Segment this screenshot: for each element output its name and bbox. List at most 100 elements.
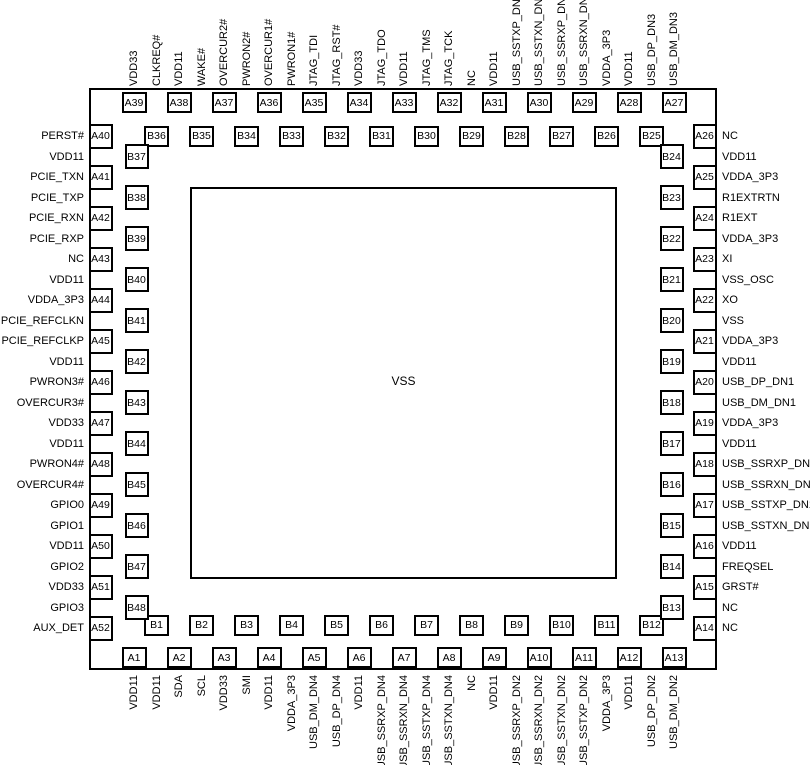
pin-B2: B2	[189, 614, 214, 636]
pin-B34: B34	[234, 125, 259, 147]
pin-number: B34	[237, 130, 256, 142]
pin-label-B48: GPIO3	[50, 601, 84, 614]
pin-label-B25: USB_DP_DN3	[645, 13, 658, 86]
pin-number: A9	[487, 651, 501, 664]
pin-label-B22: VDDA_3P3	[722, 232, 779, 245]
pin-label-B10: USB_SSTXN_DN2	[555, 675, 568, 765]
pin-number: B1	[150, 619, 163, 631]
pin-number: B23	[662, 191, 681, 204]
pin-number: A32	[439, 96, 459, 109]
pin-A14: A14	[692, 615, 717, 641]
pin-label-B34: PWRON2#	[240, 31, 253, 86]
pin-A17: A17	[692, 492, 717, 518]
pin-number: A51	[91, 581, 110, 593]
pin-A13: A13	[661, 647, 687, 668]
pin-B10: B10	[549, 614, 574, 636]
pin-B7: B7	[414, 614, 439, 636]
pin-B20: B20	[659, 308, 684, 333]
pin-label-A35: JTAG_TDI	[308, 34, 320, 86]
pin-A10: A10	[526, 647, 552, 668]
pin-label-A12: VDD11	[623, 675, 635, 710]
pin-A46: A46	[88, 369, 113, 395]
pin-number: A41	[91, 171, 110, 183]
pin-number: A37	[214, 96, 234, 109]
pin-label-A26: NC	[722, 130, 738, 142]
pin-B37: B37	[124, 144, 149, 169]
pin-B33: B33	[279, 125, 304, 147]
pin-A6: A6	[346, 647, 372, 668]
pin-A39: A39	[121, 92, 147, 113]
pin-B13: B13	[659, 595, 684, 620]
pin-label-A1: VDD11	[128, 675, 140, 710]
pin-label-A20: USB_DP_DN1	[722, 376, 795, 388]
pin-B44: B44	[124, 431, 149, 456]
pin-label-B5: USB_DP_DN4	[330, 675, 343, 748]
pin-number: B11	[597, 619, 616, 631]
pin-number: A1	[127, 651, 141, 664]
pin-label-B14: FREQSEL	[722, 560, 774, 573]
pin-number: B32	[327, 130, 346, 142]
pin-label-B42: VDD11	[49, 355, 84, 368]
pin-A38: A38	[166, 92, 192, 113]
pin-number: A2	[172, 651, 186, 664]
pin-number: A36	[259, 96, 279, 109]
pin-number: B48	[127, 601, 146, 614]
pin-label-B3: SMI	[240, 675, 253, 695]
pin-label-A42: PCIE_RXN	[28, 212, 84, 224]
pin-number: A21	[695, 335, 714, 347]
pin-label-A30: USB_SSTXN_DN3	[533, 0, 545, 86]
pin-label-B6: USB_SSRXP_DN4	[375, 675, 388, 765]
pin-A24: A24	[692, 205, 717, 231]
pin-B17: B17	[659, 431, 684, 456]
pin-B36: B36	[144, 125, 169, 147]
pin-B16: B16	[659, 472, 684, 497]
pin-label-A8: USB_SSTXN_DN4	[443, 675, 455, 765]
pin-label-A25: VDDA_3P3	[722, 171, 779, 183]
pin-label-A9: VDD11	[488, 675, 500, 710]
pin-number: A46	[91, 376, 110, 388]
pin-number: B24	[662, 150, 681, 163]
pin-number: B33	[282, 130, 301, 142]
pin-number: B21	[662, 273, 681, 286]
pin-B29: B29	[459, 125, 484, 147]
pin-number: A16	[695, 540, 714, 552]
pin-label-B1: VDD11	[150, 675, 163, 710]
pin-label-B27: USB_SSRXP_DN3	[555, 0, 568, 86]
pin-A49: A49	[88, 492, 113, 518]
pin-label-B21: VSS_OSC	[722, 273, 774, 286]
pin-A43: A43	[88, 246, 113, 272]
pin-number: A22	[695, 294, 714, 306]
pin-number: A19	[695, 417, 714, 429]
pin-number: A50	[91, 540, 110, 552]
pin-A3: A3	[211, 647, 237, 668]
pin-number: A44	[91, 294, 110, 306]
die-center-label: VSS	[391, 374, 416, 388]
pin-number: A25	[695, 171, 714, 183]
pin-label-B15: USB_SSTXN_DN1	[722, 519, 810, 532]
pin-A30: A30	[526, 92, 552, 113]
pin-number: A13	[664, 651, 684, 664]
pin-number: B16	[662, 478, 681, 491]
pin-label-A10: USB_SSRXN_DN2	[533, 675, 545, 765]
pin-number: A5	[307, 651, 321, 664]
pin-number: A12	[619, 651, 639, 664]
pin-B25: B25	[639, 125, 664, 147]
pin-number: A27	[664, 96, 684, 109]
pin-A41: A41	[88, 164, 113, 190]
pin-number: B25	[642, 130, 661, 142]
pin-label-A5: USB_DM_DN4	[308, 675, 320, 749]
pin-label-B38: PCIE_TXP	[30, 191, 84, 204]
pin-number: B37	[127, 150, 146, 163]
pin-label-B19: VDD11	[722, 355, 757, 368]
pin-A47: A47	[88, 410, 113, 436]
pin-number: B41	[127, 314, 146, 327]
pin-label-A16: VDD11	[722, 540, 757, 552]
pin-number: B44	[127, 437, 146, 450]
pin-label-A32: JTAG_TCK	[443, 30, 455, 86]
pin-number: B15	[662, 519, 681, 532]
pin-label-B11: VDDA_3P3	[600, 675, 613, 732]
pin-label-A46: PWRON3#	[29, 376, 84, 388]
pin-number: A48	[91, 458, 110, 470]
pin-A12: A12	[616, 647, 642, 668]
pin-number: B19	[662, 355, 681, 368]
